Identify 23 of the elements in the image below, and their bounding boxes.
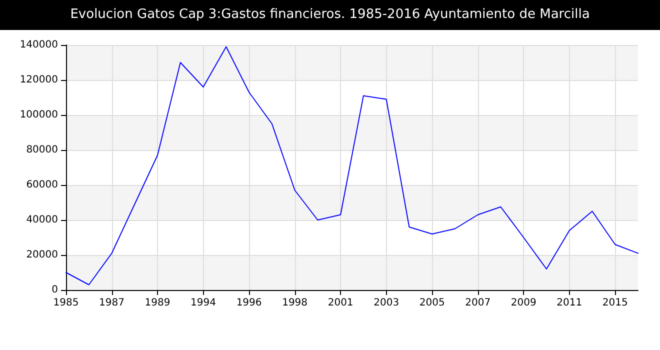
x-tick-label: 1996 [236, 298, 262, 308]
y-tick-label: 20000 [26, 250, 58, 260]
x-tick-label: 1985 [53, 298, 79, 308]
y-tick-label: 140000 [20, 40, 58, 50]
x-tick-label: 1987 [99, 298, 124, 308]
x-tick-label: 1994 [190, 298, 216, 308]
x-tick-label: 2009 [510, 298, 536, 308]
y-tick-label: 120000 [20, 74, 58, 86]
y-tick-label: 60000 [26, 180, 58, 190]
line-series [66, 46, 638, 286]
y-tick-label: 100000 [20, 110, 58, 120]
x-tick-label: 2011 [556, 298, 582, 308]
y-tick-label: 40000 [26, 214, 58, 226]
x-tick-label: 2001 [328, 298, 354, 308]
x-tick-label: 1998 [282, 298, 308, 308]
x-tick-label: 2005 [419, 298, 445, 308]
x-tick-label: 2007 [465, 298, 491, 308]
y-tick-label: 80000 [26, 144, 58, 156]
x-tick-label: 1989 [144, 298, 170, 308]
x-tick-label: 2003 [374, 298, 400, 308]
chart-title: Evolucion Gatos Cap 3:Gastos financieros. 1985-2016 Ayuntamiento de Marcilla [0, 0, 660, 30]
x-tick-label: 2015 [602, 298, 628, 308]
y-tick-label: 0 [52, 284, 58, 296]
